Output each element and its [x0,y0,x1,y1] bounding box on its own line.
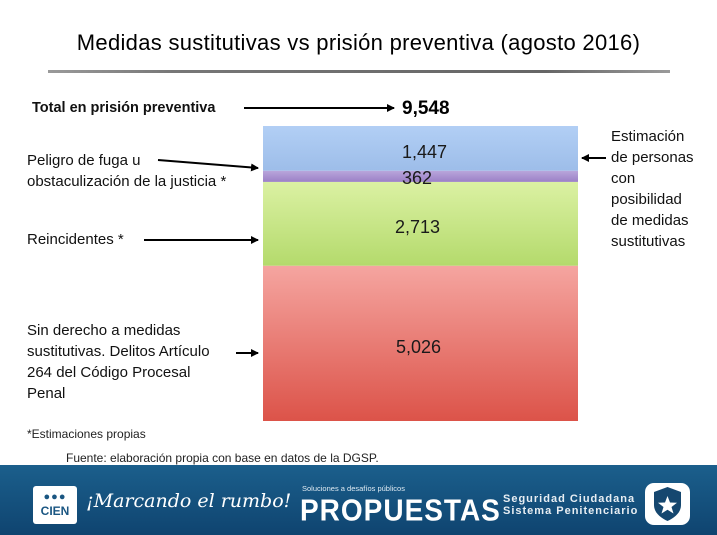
title-divider [48,70,670,73]
label-estimacion: Estimación de personas con posibilidad d… [611,128,694,250]
propuestas-tagline: Soluciones a desafíos públicos [302,484,405,493]
value-label-fuga: 1,447 [402,142,448,162]
label-peligro-fuga: Peligro de fuga u obstaculización de la … [27,152,227,190]
value-label-reincidentes: 2,713 [395,217,441,237]
label-reincidentes: Reincidentes * [27,231,124,248]
cien-logo-dots: ●●● [43,491,67,503]
value-label-purple: 362 [402,168,433,188]
total-label: Total en prisión preventiva [32,100,216,116]
total-value: 9,548 [402,98,450,119]
sistema-penitenciario-text: Sistema Penitenciario [503,505,639,517]
footer-banner [0,465,717,535]
estimates-note: *Estimaciones propias [27,427,146,441]
shield-star-icon [654,487,681,521]
label-sin-derecho: Sin derecho a medidas sustitutivas. Deli… [27,322,210,402]
value-label-sin-derecho: 5,026 [396,337,442,357]
cien-logo: ●●● CIEN [33,486,77,524]
penitentiary-badge [645,483,690,525]
seguridad-ciudadana-text: Seguridad Ciudadana [503,493,636,505]
chart-title: Medidas sustitutivas vs prisión preventi… [76,30,641,55]
slogan: ¡Marcando el rumbo! [86,490,292,512]
source-note: Fuente: elaboración propia con base en d… [66,451,379,465]
propuestas-logo: PROPUESTAS [300,493,501,528]
